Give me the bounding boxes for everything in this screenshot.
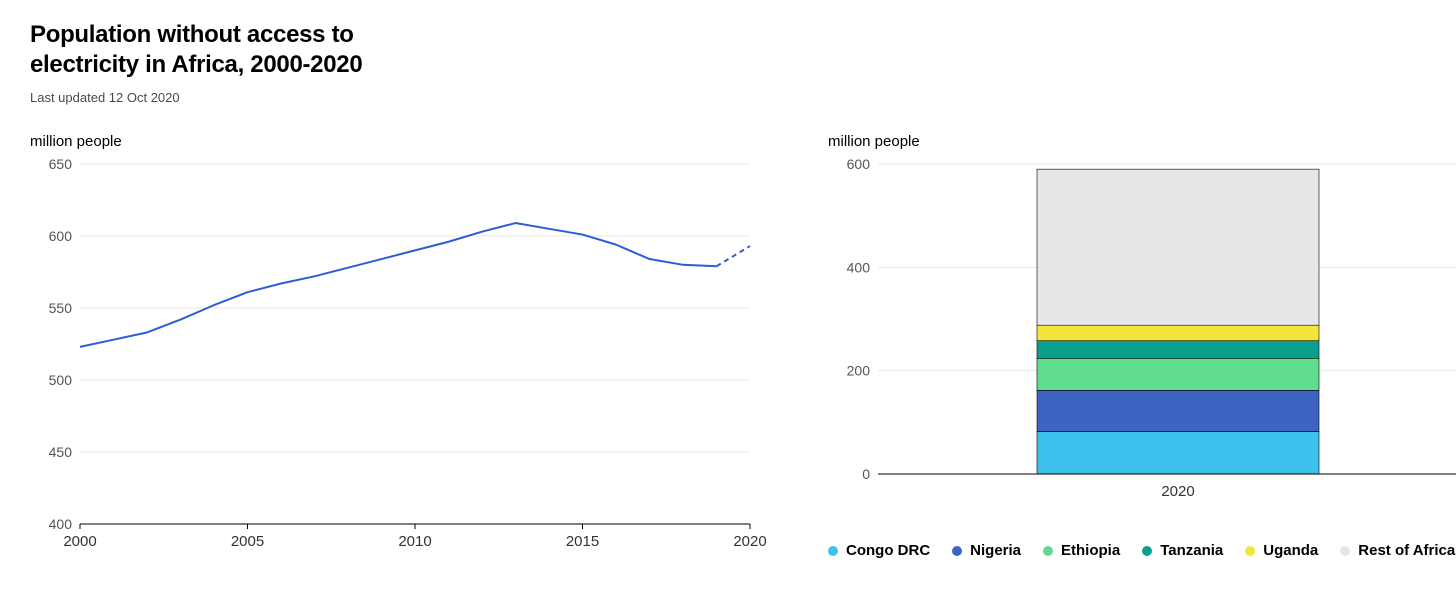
legend-dot-icon	[1340, 546, 1350, 556]
svg-text:400: 400	[49, 516, 73, 532]
legend-dot-icon	[828, 546, 838, 556]
legend-label: Tanzania	[1160, 542, 1223, 559]
legend-item: Ethiopia	[1043, 542, 1120, 559]
legend-dot-icon	[1142, 546, 1152, 556]
line-chart-y-label: million people	[30, 133, 758, 150]
svg-text:200: 200	[847, 363, 871, 379]
svg-text:2005: 2005	[231, 533, 264, 550]
legend-item: Uganda	[1245, 542, 1318, 559]
legend: Congo DRC Nigeria Ethiopia Tanzania Uganda Re…	[828, 542, 1456, 559]
svg-text:400: 400	[847, 259, 871, 275]
svg-text:500: 500	[49, 372, 73, 388]
legend-label: Congo DRC	[846, 542, 930, 559]
charts-row: million people 4004505005506006502000200…	[30, 133, 1426, 559]
svg-text:650: 650	[49, 156, 73, 172]
svg-text:450: 450	[49, 444, 73, 460]
line-chart: 40045050055060065020002005201020152020	[30, 158, 758, 552]
legend-item: Rest of Africa	[1340, 542, 1455, 559]
stacked-bar-chart: 0 200 400 600 2020	[828, 158, 1456, 502]
line-chart-column: million people 400 450 500 550 600 650 2000 200…	[30, 133, 758, 559]
updated-note: Last updated 12 Oct 2020	[30, 90, 390, 105]
bar-chart-column: million people 0 200 400 600 2020 Congo DRC N…	[828, 133, 1456, 559]
legend-dot-icon	[1043, 546, 1053, 556]
svg-text:2000: 2000	[63, 533, 96, 550]
svg-text:2010: 2010	[398, 533, 431, 550]
legend-label: Rest of Africa	[1358, 542, 1455, 559]
legend-dot-icon	[1245, 546, 1255, 556]
legend-item: Nigeria	[952, 542, 1021, 559]
svg-text:600: 600	[847, 156, 871, 172]
legend-label: Ethiopia	[1061, 542, 1120, 559]
svg-text:2020: 2020	[733, 533, 766, 550]
legend-dot-icon	[952, 546, 962, 556]
svg-text:600: 600	[49, 228, 73, 244]
svg-text:2015: 2015	[566, 533, 599, 550]
legend-label: Uganda	[1263, 542, 1318, 559]
svg-text:550: 550	[49, 300, 73, 316]
svg-text:0: 0	[862, 466, 870, 482]
legend-item: Congo DRC	[828, 542, 930, 559]
page-title: Population without access to electricity…	[30, 20, 390, 80]
svg-text:2020: 2020	[1161, 483, 1194, 500]
bar-chart-y-label: million people	[828, 133, 1456, 150]
legend-label: Nigeria	[970, 542, 1021, 559]
chart-header: Population without access to electricity…	[30, 20, 390, 105]
legend-item: Tanzania	[1142, 542, 1223, 559]
